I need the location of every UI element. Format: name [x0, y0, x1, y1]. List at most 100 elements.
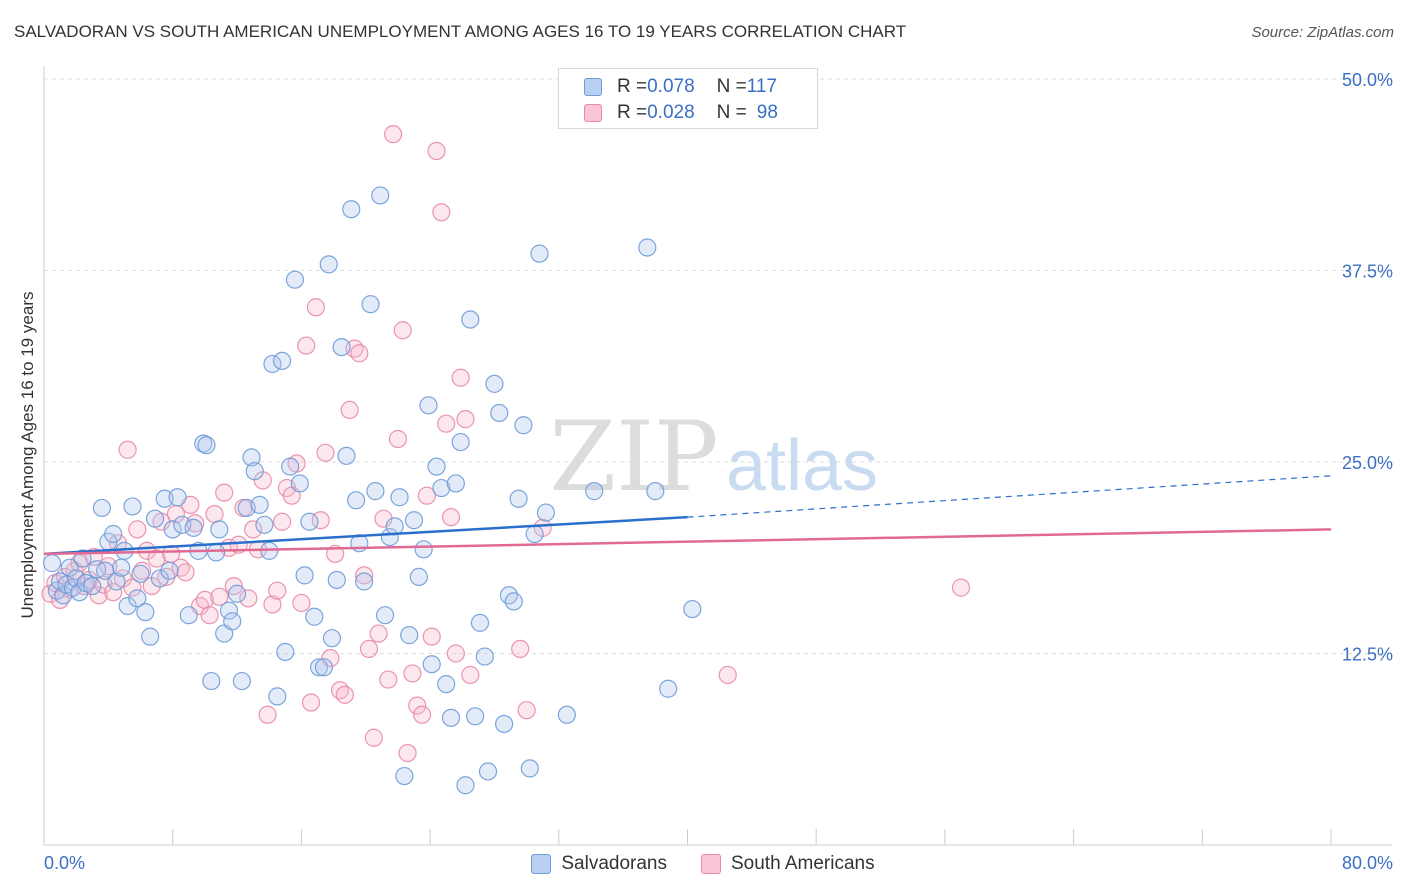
series-legend-south-americans: South Americans: [700, 853, 875, 875]
south-american-point: [369, 624, 388, 643]
salvadoran-point: [210, 520, 229, 539]
south-american-point: [412, 705, 432, 724]
salvadoran-point: [104, 524, 123, 544]
legend-n-label: N =: [716, 76, 747, 97]
south-american-point: [316, 443, 335, 462]
legend-n-value: 98: [756, 102, 778, 123]
salvadoran-point: [446, 474, 465, 493]
salvadoran-point: [342, 200, 361, 219]
series-name: South Americans: [730, 853, 875, 874]
legend-row-salvadorans: R = 0.078 N = 117: [584, 75, 777, 99]
south-american-point: [215, 483, 234, 502]
salvadoran-point: [42, 554, 62, 573]
salvadoran-point: [536, 503, 556, 522]
salvadoran-point: [585, 482, 604, 501]
south-american-point: [427, 141, 446, 161]
south-american-point: [437, 414, 456, 433]
south-american-point: [128, 520, 147, 539]
legend-swatch-blue: [584, 78, 602, 96]
salvadoran-point: [419, 396, 438, 415]
salvadoran-point: [437, 675, 456, 694]
salvadoran-point: [150, 569, 169, 588]
salvadoran-point: [295, 566, 314, 585]
salvadoran-point: [281, 457, 300, 476]
salvadoran-point: [305, 607, 324, 626]
south-american-point: [451, 368, 470, 387]
south-american-point: [292, 593, 311, 613]
salvadoran-point: [646, 482, 665, 501]
series-name: Salvadorans: [561, 853, 667, 874]
south-american-point: [422, 627, 441, 646]
salvadoran-point: [683, 599, 702, 619]
salvadoran-point: [67, 569, 86, 588]
south-american-point: [123, 578, 142, 597]
south-american-point: [718, 665, 737, 685]
salvadoran-point: [276, 642, 295, 662]
watermark: ZIP atlas: [549, 401, 878, 513]
salvadoran-point: [163, 520, 182, 539]
salvadoran-point: [461, 310, 480, 329]
salvadoran-point: [475, 647, 494, 666]
south-american-point: [364, 728, 383, 747]
salvadoran-point: [223, 612, 242, 631]
salvadoran-point: [118, 596, 137, 616]
south-american-point: [398, 743, 417, 763]
salvadoran-point: [207, 543, 226, 562]
salvadoran-point: [466, 707, 485, 726]
salvadoran-point: [173, 515, 192, 534]
y-tick-label: 12.5%: [1342, 645, 1393, 665]
salvadoran-point: [123, 497, 142, 516]
salvadoran-point: [337, 446, 356, 465]
salvadoran-point: [490, 403, 509, 423]
south-american-point: [403, 664, 422, 683]
salvadoran-point: [92, 498, 112, 518]
x-tick-label: 80.0%: [1342, 853, 1393, 873]
south-american-point: [359, 639, 379, 659]
salvadoran-point: [509, 489, 528, 508]
salvadoran-point: [659, 679, 678, 698]
salvadoran-point: [319, 255, 338, 274]
south-american-point: [244, 520, 263, 539]
south-american-point: [118, 440, 137, 459]
y-tick-label: 50.0%: [1342, 70, 1393, 90]
salvadoran-point: [232, 671, 251, 691]
salvadoran-point: [160, 561, 179, 580]
legend-r-value: 0.028: [647, 102, 695, 123]
y-tick-label: 25.0%: [1342, 453, 1393, 473]
salvadoran-point: [456, 776, 475, 795]
salvadoran-point: [83, 576, 102, 596]
salvadoran-point: [485, 374, 504, 393]
salvadoran-point: [268, 687, 287, 706]
watermark-atlas: atlas: [726, 426, 878, 506]
trend-lines: [43, 475, 1332, 556]
legend-n-value: 117: [746, 76, 778, 97]
south-american-point: [205, 504, 224, 524]
tick-labels: 12.5% 25.0% 37.5% 50.0% 0.0% 80.0%: [44, 70, 1393, 873]
salvadoran-point: [470, 613, 490, 632]
series-legend-salvadorans: Salvadorans: [531, 853, 667, 875]
salvadoran-point: [355, 572, 374, 591]
salvadoran-point: [107, 572, 126, 591]
salvadoran-point: [422, 655, 441, 674]
south-american-point: [517, 701, 536, 720]
south-american-point: [355, 566, 374, 585]
salvadoran-point: [128, 589, 147, 608]
series-swatch-blue: [531, 854, 552, 874]
salvadoran-point: [451, 432, 470, 452]
axes: [43, 66, 1392, 846]
south-american-point: [147, 549, 166, 568]
south-american-point: [417, 486, 436, 505]
salvadoran-point: [197, 436, 216, 455]
salvadoran-point: [520, 759, 539, 778]
south-american-point: [301, 693, 321, 712]
south-american-point: [388, 429, 408, 449]
south-american-point: [258, 705, 277, 724]
series-legend: Salvadorans South Americans: [0, 852, 1406, 876]
salvadoran-point: [638, 238, 657, 257]
salvadoran-point: [168, 488, 187, 507]
salvadoran-point: [514, 416, 533, 435]
y-tick-label: 37.5%: [1342, 262, 1393, 282]
south-american-point: [272, 512, 292, 531]
source-credit: Source: ZipAtlas.com: [1251, 24, 1394, 41]
